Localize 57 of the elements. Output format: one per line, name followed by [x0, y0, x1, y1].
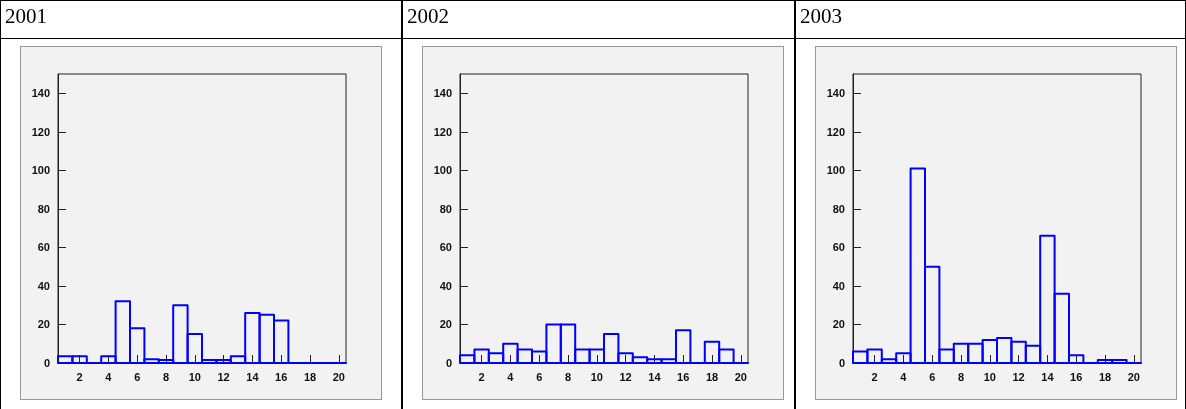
y-tick-label: 20: [439, 318, 452, 331]
x-tick-label: 18: [1098, 370, 1112, 383]
y-tick-label: 120: [826, 125, 845, 138]
x-tick-label: 16: [1070, 370, 1083, 383]
x-tick-label: 14: [246, 370, 260, 383]
y-tick-label: 0: [838, 357, 845, 369]
x-tick-label: 20: [734, 370, 747, 383]
y-tick-label: 40: [439, 279, 452, 292]
y-tick-label: 120: [433, 125, 452, 138]
y-tick-label: 80: [832, 202, 845, 215]
x-tick-label: 4: [105, 370, 113, 383]
chart-title: 2003: [800, 4, 842, 29]
y-tick-label: 60: [832, 241, 845, 254]
x-tick-label: 2: [76, 370, 83, 383]
x-tick-label: 8: [564, 370, 572, 383]
x-tick-label: 10: [983, 370, 996, 383]
x-tick-label: 20: [1127, 370, 1140, 383]
x-tick-label: 2: [478, 370, 485, 383]
y-tick-label: 20: [832, 318, 845, 331]
chart-title: 2001: [5, 4, 47, 29]
y-tick-label: 0: [43, 357, 50, 369]
y-tick-label: 100: [31, 164, 50, 177]
x-tick-label: 14: [648, 370, 662, 383]
x-tick-label: 12: [217, 370, 230, 383]
x-tick-label: 16: [677, 370, 690, 383]
y-tick-label: 120: [31, 125, 50, 138]
x-tick-label: 8: [162, 370, 170, 383]
y-tick-label: 100: [826, 164, 845, 177]
x-tick-label: 6: [134, 370, 141, 383]
y-tick-label: 80: [439, 202, 452, 215]
x-tick-label: 14: [1041, 370, 1055, 383]
chart-title: 2002: [407, 4, 449, 29]
y-tick-label: 60: [439, 241, 452, 254]
x-tick-label: 20: [332, 370, 345, 383]
x-tick-label: 8: [957, 370, 965, 383]
x-tick-label: 16: [275, 370, 288, 383]
y-tick-label: 60: [37, 241, 50, 254]
x-tick-label: 12: [1012, 370, 1025, 383]
y-tick-label: 140: [433, 87, 452, 100]
x-tick-label: 18: [705, 370, 719, 383]
y-tick-label: 140: [31, 87, 50, 100]
x-tick-label: 6: [536, 370, 543, 383]
y-tick-label: 80: [37, 202, 50, 215]
y-tick-label: 140: [826, 87, 845, 100]
x-tick-label: 4: [507, 370, 515, 383]
y-tick-label: 40: [832, 279, 845, 292]
y-tick-label: 100: [433, 164, 452, 177]
x-tick-label: 2: [871, 370, 878, 383]
x-tick-label: 12: [619, 370, 632, 383]
y-tick-label: 20: [37, 318, 50, 331]
x-tick-label: 10: [590, 370, 603, 383]
y-tick-label: 0: [445, 357, 452, 369]
y-tick-label: 40: [37, 279, 50, 292]
x-tick-label: 10: [188, 370, 201, 383]
x-tick-label: 6: [929, 370, 936, 383]
x-tick-label: 4: [900, 370, 908, 383]
x-tick-label: 18: [303, 370, 317, 383]
